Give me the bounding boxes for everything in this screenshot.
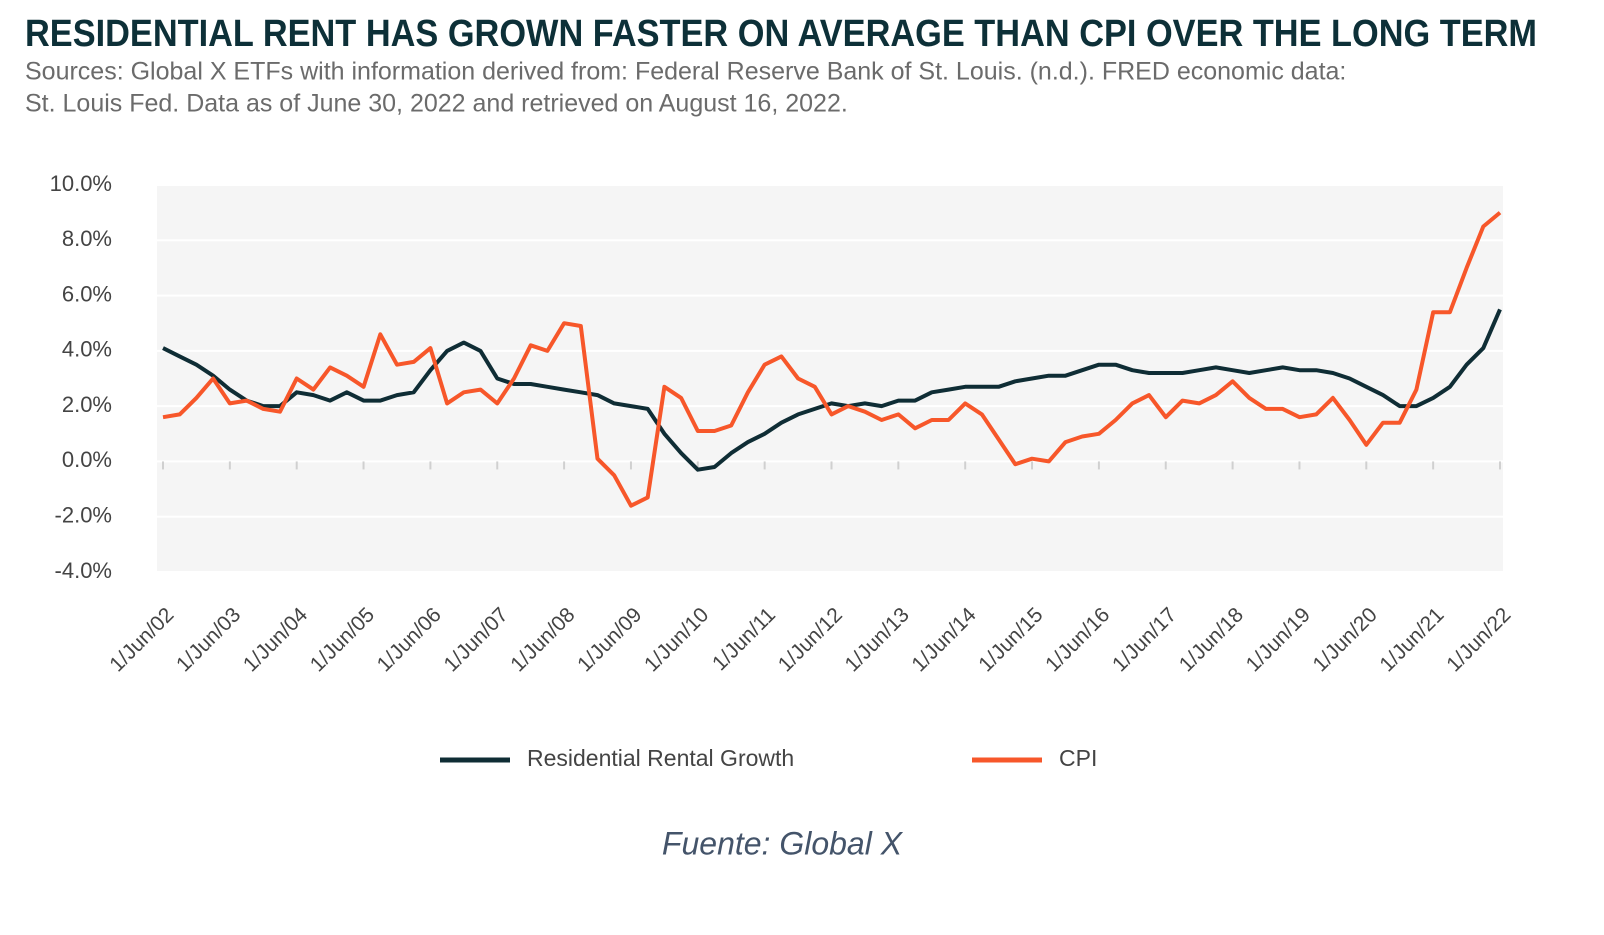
x-tick-label: 1/Jun/08 bbox=[506, 603, 579, 676]
y-tick-label: -2.0% bbox=[55, 503, 112, 528]
x-tick-label: 1/Jun/09 bbox=[573, 603, 646, 676]
x-tick-label: 1/Jun/03 bbox=[172, 603, 245, 676]
x-tick-label: 1/Jun/12 bbox=[774, 603, 847, 676]
x-tick-label: 1/Jun/02 bbox=[105, 603, 178, 676]
y-tick-label: 0.0% bbox=[62, 447, 112, 472]
caption: Fuente: Global X bbox=[662, 825, 904, 861]
x-tick-label: 1/Jun/04 bbox=[239, 603, 312, 676]
subtitle-line: St. Louis Fed. Data as of June 30, 2022 … bbox=[25, 90, 848, 118]
x-tick-label: 1/Jun/17 bbox=[1108, 603, 1181, 676]
x-tick-label: 1/Jun/20 bbox=[1309, 603, 1382, 676]
x-tick-label: 1/Jun/18 bbox=[1175, 603, 1248, 676]
x-tick-label: 1/Jun/05 bbox=[306, 603, 379, 676]
x-tick-label: 1/Jun/21 bbox=[1375, 603, 1448, 676]
y-tick-label: 8.0% bbox=[62, 226, 112, 251]
x-tick-label: 1/Jun/22 bbox=[1442, 603, 1515, 676]
y-tick-label: 6.0% bbox=[62, 281, 112, 306]
x-tick-label: 1/Jun/10 bbox=[640, 603, 713, 676]
x-tick-label: 1/Jun/11 bbox=[708, 603, 780, 675]
legend-label: CPI bbox=[1059, 745, 1097, 771]
plot-area bbox=[157, 185, 1503, 572]
x-tick-label: 1/Jun/14 bbox=[907, 603, 980, 676]
x-tick-label: 1/Jun/15 bbox=[974, 603, 1047, 676]
x-tick-label: 1/Jun/06 bbox=[373, 603, 446, 676]
y-tick-label: 10.0% bbox=[50, 171, 112, 196]
y-tick-label: 2.0% bbox=[62, 392, 112, 417]
series-line bbox=[162, 308, 1502, 472]
y-tick-label: -4.0% bbox=[55, 558, 112, 583]
series-line bbox=[162, 211, 1502, 508]
y-tick-label: 4.0% bbox=[62, 337, 112, 362]
x-tick-label: 1/Jun/19 bbox=[1242, 603, 1315, 676]
chart-title: RESIDENTIAL RENT HAS GROWN FASTER ON AVE… bbox=[25, 13, 1537, 55]
x-tick-label: 1/Jun/16 bbox=[1041, 603, 1114, 676]
x-tick-label: 1/Jun/13 bbox=[841, 603, 914, 676]
subtitle-line: Sources: Global X ETFs with information … bbox=[25, 58, 1346, 86]
x-tick-label: 1/Jun/07 bbox=[439, 603, 512, 676]
legend-label: Residential Rental Growth bbox=[527, 745, 794, 771]
